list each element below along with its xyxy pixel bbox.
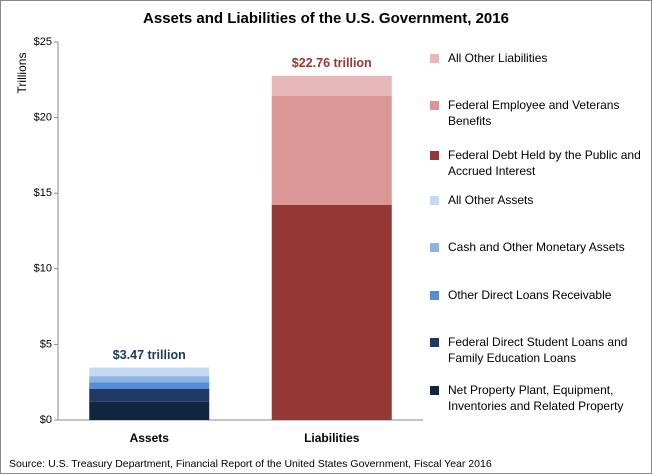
bar-segment [89, 382, 210, 390]
y-tick-label: $15 [34, 187, 52, 199]
x-tick-label: Liabilities [304, 431, 360, 445]
legend-label: Federal Employee and Veterans Benefits [448, 98, 620, 128]
total-label: $3.47 trillion [113, 348, 186, 362]
legend-swatch [430, 54, 439, 63]
y-tick-label: $5 [40, 338, 52, 350]
legend-label: Federal Direct Student Loans and Family … [448, 335, 628, 365]
bar-segment [89, 389, 210, 402]
total-label: $22.76 trillion [292, 56, 372, 70]
legend-label: All Other Liabilities [448, 51, 548, 65]
y-tick-label: $25 [34, 36, 52, 48]
legend-swatch [430, 151, 439, 160]
legend-swatch [430, 291, 439, 300]
bar-segment [271, 75, 392, 96]
legend-label: All Other Assets [448, 193, 534, 207]
legend-label: Other Direct Loans Receivable [448, 288, 612, 302]
legend-label: Cash and Other Monetary Assets [448, 240, 625, 254]
legend-swatch [430, 338, 439, 347]
legend-swatch [430, 196, 439, 205]
bar-segment [271, 95, 392, 205]
bar-segment [89, 376, 210, 383]
y-tick-label: $20 [34, 112, 52, 124]
bar-segment [89, 401, 210, 420]
y-axis-label: Trillions [15, 53, 29, 94]
legend-swatch [430, 386, 439, 395]
legend-label: Federal Debt Held by the Public and Accr… [448, 148, 641, 178]
chart-title: Assets and Liabilities of the U.S. Gover… [143, 10, 509, 27]
legend-label: Net Property Plant, Equipment, Inventori… [448, 383, 624, 413]
y-tick-label: $10 [34, 263, 52, 275]
source: Source: U.S. Treasury Department, Financ… [9, 458, 492, 470]
legend-swatch [430, 243, 439, 252]
bar-segment [271, 204, 392, 420]
legend-swatch [430, 101, 439, 110]
x-tick-label: Assets [130, 431, 170, 445]
y-tick-label: $0 [40, 414, 52, 426]
bar-segment [89, 367, 210, 377]
